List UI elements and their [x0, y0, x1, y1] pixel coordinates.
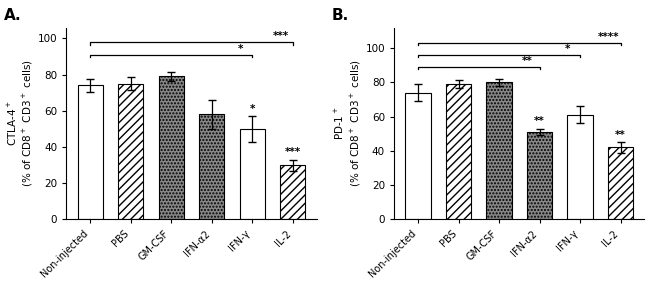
Bar [199, 114, 224, 219]
Text: *: * [237, 44, 242, 54]
Bar [78, 86, 103, 219]
Text: ***: *** [272, 31, 289, 41]
Text: **: ** [522, 56, 533, 66]
Text: A.: A. [4, 8, 21, 23]
Text: ***: *** [285, 147, 301, 157]
Bar [118, 84, 143, 219]
Y-axis label: PD-1$^+$
(% of CD8$^+$ CD3$^+$ cells): PD-1$^+$ (% of CD8$^+$ CD3$^+$ cells) [333, 60, 363, 187]
Bar [608, 147, 633, 219]
Bar [567, 115, 593, 219]
Bar [527, 132, 552, 219]
Bar [159, 76, 184, 219]
Text: *: * [250, 103, 255, 113]
Bar [486, 82, 512, 219]
Text: **: ** [534, 116, 545, 126]
Bar [240, 129, 265, 219]
Bar [446, 84, 471, 219]
Text: *: * [565, 44, 571, 54]
Bar [280, 165, 305, 219]
Text: **: ** [615, 130, 626, 140]
Text: B.: B. [332, 8, 349, 23]
Y-axis label: CTLA-4$^+$
(% of CD8$^+$ CD3$^+$ cells): CTLA-4$^+$ (% of CD8$^+$ CD3$^+$ cells) [6, 60, 35, 187]
Bar [406, 93, 430, 219]
Text: ****: **** [597, 32, 619, 42]
